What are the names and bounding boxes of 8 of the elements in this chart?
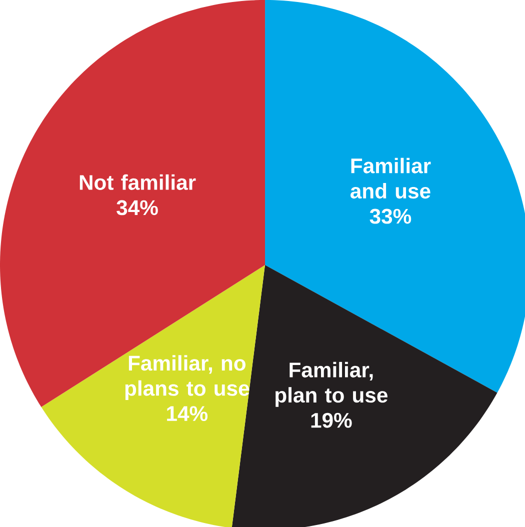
slice-label: Familiar, plan to use [276,362,388,407]
data-label: 19% [311,412,352,428]
data-label: 34% [116,200,158,216]
slice-label: Familiar, no plans to use [125,355,250,400]
slice-label: Not familiar [80,174,196,190]
data-label: 14% [167,406,208,422]
data-label: 33% [370,208,412,224]
slice-label: Familiar and use [350,158,431,199]
